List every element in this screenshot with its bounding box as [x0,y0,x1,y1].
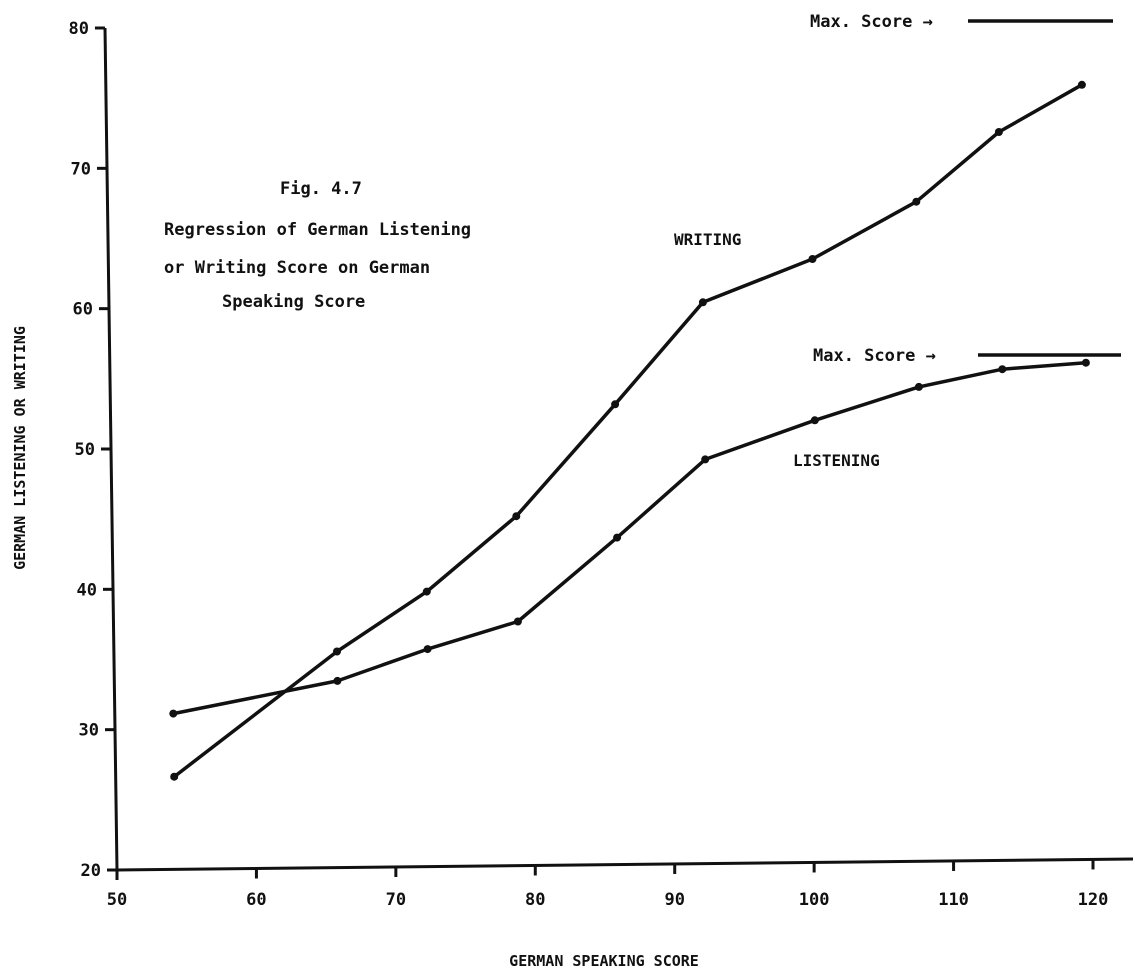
data-point-listening [423,645,432,654]
caption-line-3: Speaking Score [222,292,365,312]
data-point-writing [912,197,921,206]
data-point-writing [994,128,1003,136]
max-score-annotations: Max. Score → Max. Score → [810,12,1121,366]
series-layer [169,80,1090,781]
figure-number: Fig. 4.7 [280,179,362,199]
x-tick-label: 90 [664,890,684,910]
data-point-writing [698,298,707,307]
series-label-listening: LISTENING [793,451,880,470]
x-axis-title: GERMAN SPEAKING SCORE [509,952,699,970]
x-axis-ticks: 50 60 70 80 90 100 110 120 [107,859,1109,910]
data-point-writing [170,772,179,781]
series-label-writing: WRITING [674,230,741,249]
data-point-listening [613,533,622,542]
data-point-listening [513,617,522,626]
y-tick-label: 20 [81,861,101,881]
y-axis-line [103,27,119,871]
data-point-listening [701,455,710,464]
data-point-writing [1077,80,1086,89]
series-line-writing [172,83,1084,779]
caption-line-1: Regression of German Listening [164,220,471,240]
data-point-writing [808,255,817,263]
max-score-label: Max. Score → [810,12,933,32]
y-axis-title: GERMAN LISTENING OR WRITING [11,326,29,570]
series-line-listening [171,360,1088,716]
y-tick-label: 50 [74,440,94,460]
x-tick-label: 100 [799,890,830,910]
data-point-listening [810,416,819,425]
data-point-writing [333,647,341,656]
x-tick-label: 50 [107,890,127,910]
x-tick-label: 80 [525,890,545,910]
data-point-writing [611,400,620,409]
data-point-writing [512,512,521,521]
y-tick-label: 30 [79,721,99,741]
figure-caption: Fig. 4.7 Regression of German Listening … [164,179,471,312]
data-point-listening [1081,358,1090,367]
x-tick-label: 120 [1078,890,1109,910]
y-tick-label: 40 [77,580,97,600]
y-tick-label: 60 [72,300,92,320]
y-tick-label: 80 [68,19,88,39]
x-tick-label: 70 [386,890,406,910]
x-tick-label: 60 [246,890,266,910]
x-axis-line [116,857,1134,872]
max-score-label: Max. Score → [813,346,936,366]
data-point-listening [998,365,1007,374]
y-axis-ticks: 20 30 40 50 60 70 80 [68,19,117,881]
y-tick-label: 70 [70,159,90,179]
data-point-listening [333,676,342,685]
data-point-writing [422,587,431,596]
data-point-listening [169,709,178,718]
data-point-listening [914,382,923,391]
x-tick-label: 110 [938,890,969,910]
caption-line-2: or Writing Score on German [164,258,430,278]
